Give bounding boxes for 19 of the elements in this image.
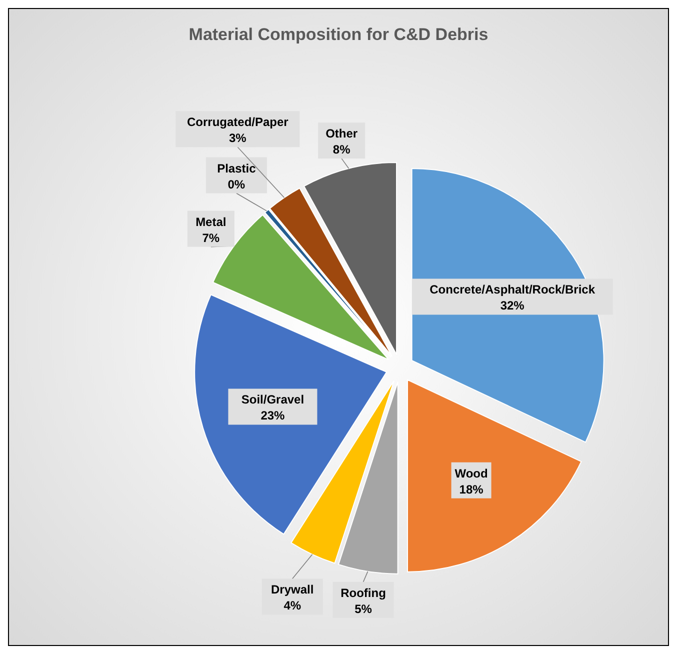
data-label: 32% bbox=[500, 298, 525, 313]
data-label: 18% bbox=[459, 482, 484, 496]
data-label: 3% bbox=[229, 131, 247, 146]
data-label: 0% bbox=[228, 177, 246, 192]
data-label: 8% bbox=[332, 142, 351, 157]
slice-label: Other bbox=[326, 126, 358, 141]
slice-label: Plastic bbox=[217, 161, 256, 176]
slice-label: Metal bbox=[196, 214, 226, 229]
slice-label: Corrugated/Paper bbox=[186, 115, 289, 130]
data-label: 5% bbox=[354, 602, 372, 616]
slice-label: Roofing bbox=[340, 586, 386, 600]
slice-label: Concrete/Asphalt/Rock/Brick bbox=[430, 282, 596, 297]
slice-label: Drywall bbox=[271, 582, 314, 597]
slice-label: Soil/Gravel bbox=[241, 392, 304, 407]
data-label: 4% bbox=[284, 598, 302, 613]
chart-title: Material Composition for C&D Debris bbox=[188, 25, 488, 44]
data-label: 7% bbox=[202, 230, 220, 245]
data-label: 23% bbox=[260, 408, 286, 423]
slice-label: Wood bbox=[454, 466, 488, 480]
